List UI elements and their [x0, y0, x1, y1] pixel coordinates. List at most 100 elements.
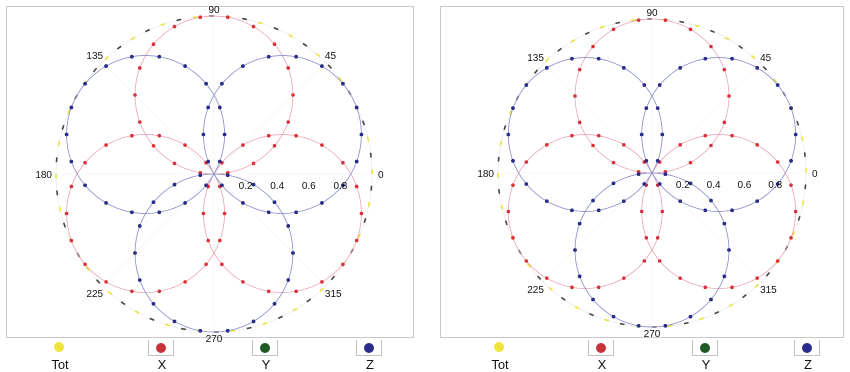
data-point-x — [511, 183, 515, 187]
legend-label-y: Y — [261, 357, 271, 372]
data-point-x — [294, 289, 298, 294]
data-point-x — [709, 44, 713, 49]
data-point-x — [294, 133, 298, 138]
data-point-z — [730, 208, 734, 213]
data-point-x — [524, 160, 529, 164]
data-point-z — [241, 64, 245, 68]
data-point-x — [104, 280, 108, 284]
data-point-z — [157, 54, 162, 59]
angle-tick-label: 0 — [812, 169, 818, 180]
data-point-z — [789, 106, 793, 110]
tot-point — [92, 67, 98, 73]
data-point-z — [104, 64, 108, 68]
data-point-z — [206, 105, 210, 110]
data-point-z — [655, 106, 660, 110]
tot-point — [773, 78, 778, 83]
data-point-z — [755, 66, 759, 70]
tot-point — [302, 42, 308, 47]
radial-grid-line — [213, 173, 322, 282]
data-point-z — [524, 182, 529, 186]
tot-point — [116, 45, 122, 50]
angle-tick-label: 45 — [325, 51, 337, 62]
data-point-z — [251, 319, 256, 324]
angle-tick-label: 270 — [206, 334, 223, 345]
data-point-x — [789, 183, 793, 187]
polar-chart-right: 0 45 90 135 180 225 270 315 0.2 0.4 0.6 0.8 Tot X Y… — [436, 0, 850, 372]
angle-tick-label: 225 — [527, 285, 544, 296]
tot-point — [107, 290, 113, 296]
angle-tick-label: 315 — [325, 289, 342, 300]
data-point-x — [251, 24, 256, 29]
legend-box-y — [252, 340, 278, 356]
data-point-z — [511, 106, 515, 110]
data-point-z — [291, 251, 295, 255]
radial-grid-line — [106, 66, 215, 175]
plot-frame — [6, 6, 414, 338]
tot-point — [751, 54, 756, 60]
angle-tick-label: 90 — [208, 5, 220, 16]
data-point-x — [755, 143, 759, 147]
tot-point — [498, 189, 501, 194]
data-point-z — [266, 54, 271, 59]
tot-point — [61, 124, 65, 130]
legend-dot-tot — [54, 342, 64, 352]
angle-tick-label: 135 — [86, 51, 103, 62]
data-point-x — [727, 94, 731, 98]
data-point-z — [657, 83, 662, 87]
legend-label-z: Z — [366, 357, 374, 372]
plot-frame — [440, 6, 844, 338]
legend-dot-y — [700, 343, 710, 353]
data-point-x — [341, 262, 345, 267]
data-point-x — [104, 143, 108, 147]
angle-tick-label: 270 — [644, 329, 661, 340]
data-point-z — [133, 251, 137, 255]
tot-point — [765, 272, 771, 277]
tot-point — [714, 311, 720, 315]
tot-point — [619, 322, 625, 326]
legend-dot-x — [156, 343, 166, 353]
data-point-x — [678, 143, 682, 147]
tot-point — [801, 200, 805, 206]
data-point-x — [545, 143, 549, 147]
tot-point — [58, 206, 62, 212]
data-point-x — [157, 133, 162, 138]
polar-plot-left: 0 45 90 135 180 225 270 315 0.2 0.4 0.6 0.8 — [35, 5, 384, 345]
data-point-z — [130, 210, 134, 215]
data-point-x — [722, 120, 727, 125]
tot-point — [584, 31, 590, 35]
legend-item-z: Z — [340, 338, 400, 372]
data-point-x — [709, 143, 713, 148]
data-point-x — [636, 18, 641, 22]
tot-point — [791, 231, 796, 236]
tot-point — [699, 317, 705, 321]
data-point-z — [660, 132, 665, 137]
data-point-z — [157, 210, 162, 215]
data-point-x — [272, 42, 277, 47]
legend-box-x — [148, 340, 174, 356]
tot-point — [367, 202, 371, 208]
data-point-x — [64, 211, 69, 216]
data-point-z — [225, 173, 230, 178]
tot-point — [176, 18, 182, 22]
radial-grid-line — [106, 173, 215, 282]
tot-point — [338, 76, 343, 82]
data-point-x — [660, 209, 665, 214]
data-point-z — [220, 183, 224, 188]
data-point-x — [354, 238, 359, 243]
data-point-z — [545, 199, 549, 203]
data-point-x — [655, 236, 660, 240]
data-point-z — [206, 159, 210, 164]
data-point-x — [251, 161, 256, 166]
tot-point — [262, 321, 268, 326]
data-point-z — [709, 198, 713, 203]
data-point-z — [359, 132, 364, 137]
radial-grid-line — [651, 172, 757, 278]
legend-item-y: Y — [236, 338, 296, 372]
polar-chart-left: 0 45 90 135 180 225 270 315 0.2 0.4 0.6 0.8 Tot X Y… — [0, 0, 420, 372]
data-point-z — [688, 314, 693, 319]
data-point-x — [83, 262, 87, 267]
data-point-z — [83, 183, 87, 188]
tot-point — [570, 38, 576, 43]
legend-item-y: Y — [676, 338, 736, 372]
data-point-x — [133, 93, 137, 97]
